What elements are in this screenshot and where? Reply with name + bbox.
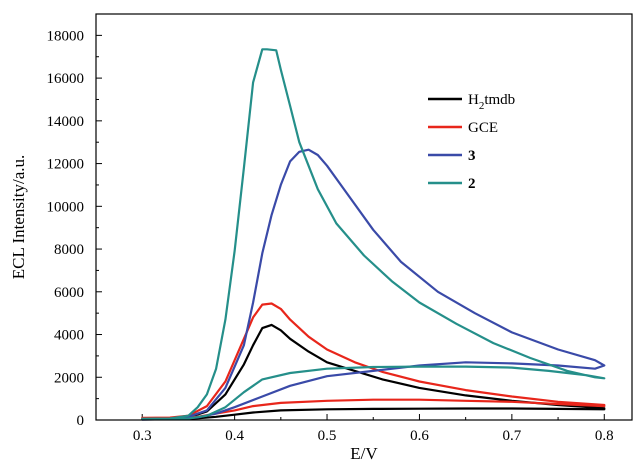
y-tick-label: 14000 bbox=[47, 114, 85, 130]
y-tick-label: 8000 bbox=[54, 242, 84, 258]
y-tick-label: 12000 bbox=[47, 157, 85, 173]
x-tick-label: 0.7 bbox=[502, 428, 521, 444]
y-tick-label: 10000 bbox=[47, 199, 85, 215]
y-tick-label: 4000 bbox=[54, 328, 84, 344]
series-line-1 bbox=[141, 323, 606, 421]
legend-label: H2tmdb bbox=[468, 92, 515, 112]
legend-label-base: 3 bbox=[468, 148, 476, 164]
y-tick-label: 16000 bbox=[47, 71, 85, 87]
series-line-2 bbox=[141, 302, 606, 420]
legend-label-subscript: 2 bbox=[479, 100, 485, 112]
x-tick-label: 0.3 bbox=[133, 428, 152, 444]
y-tick-label: 0 bbox=[77, 413, 85, 429]
series-line-3 bbox=[141, 148, 606, 421]
y-tick-label: 2000 bbox=[54, 370, 84, 386]
x-tick-label: 0.4 bbox=[225, 428, 244, 444]
y-axis-ticks: 0 2000 4000 6000 8000 10000 12000 14000 16000 180… bbox=[47, 28, 102, 429]
x-axis-title: E/V bbox=[350, 444, 378, 463]
x-tick-label: 0.5 bbox=[318, 428, 337, 444]
y-axis-title: ECL Intensity/a.u. bbox=[9, 155, 28, 280]
plot-area bbox=[141, 48, 606, 421]
legend-label-base: 2 bbox=[468, 176, 476, 192]
plot-frame bbox=[95, 13, 633, 421]
y-tick-label: 18000 bbox=[47, 28, 85, 44]
x-tick-label: 0.6 bbox=[410, 428, 429, 444]
legend-label: 2 bbox=[468, 176, 476, 192]
x-tick-label: 0.8 bbox=[595, 428, 614, 444]
legend-label-base: GCE bbox=[468, 120, 498, 136]
legend-label-base: H bbox=[468, 92, 479, 108]
y-tick-label: 6000 bbox=[54, 285, 84, 301]
series-line-4 bbox=[141, 48, 606, 421]
legend-label: GCE bbox=[468, 120, 498, 136]
legend-label-rest: tmdb bbox=[484, 92, 515, 108]
x-axis-ticks: 0.3 0.4 0.5 0.6 0.7 0.8 bbox=[95, 414, 614, 444]
legend-label: 3 bbox=[468, 148, 476, 164]
